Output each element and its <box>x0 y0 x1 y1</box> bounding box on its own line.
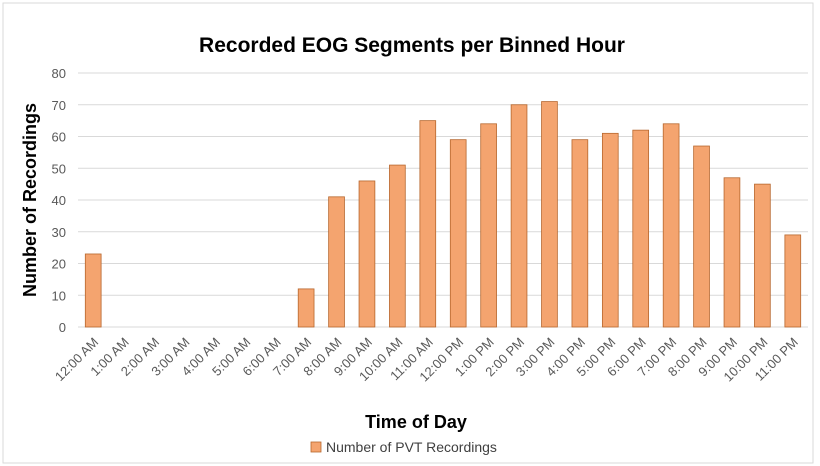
y-tick-label: 60 <box>52 130 66 145</box>
bar-7-00-am <box>297 288 315 328</box>
gridlines <box>78 72 808 328</box>
bar-9-00-pm <box>723 177 741 328</box>
chart-title: Recorded EOG Segments per Binned Hour <box>199 34 625 57</box>
y-axis-ticks: 0 10 20 30 40 50 60 70 80 <box>52 66 66 335</box>
y-tick-label: 50 <box>52 161 66 176</box>
bar-6-00-pm <box>632 129 650 328</box>
bar-5-00-pm <box>601 132 619 328</box>
y-tick-label: 80 <box>52 66 66 81</box>
bar-9-00-am <box>358 180 376 328</box>
y-axis-title: Number of Recordings <box>20 103 40 297</box>
bar-7-00-pm <box>662 123 680 328</box>
y-tick-label: 40 <box>52 193 66 208</box>
bars <box>84 101 802 328</box>
bar-11-00-am <box>419 120 437 328</box>
y-tick-label: 20 <box>52 257 66 272</box>
y-tick-label: 10 <box>52 288 66 303</box>
bar-10-00-am <box>389 164 406 328</box>
bar-8-00-am <box>328 196 345 328</box>
bar-11-00-pm <box>784 234 802 328</box>
legend-swatch <box>310 441 322 453</box>
bar-3-00-pm <box>541 101 558 328</box>
bar-1-00-pm <box>480 123 497 328</box>
bar-10-00-pm <box>754 183 771 328</box>
y-tick-label: 30 <box>52 225 66 240</box>
legend-label: Number of PVT Recordings <box>326 439 497 455</box>
x-axis-title: Time of Day <box>365 412 467 432</box>
bar-8-00-pm <box>693 145 710 328</box>
y-tick-label: 0 <box>59 320 66 335</box>
bar-2-00-pm <box>510 104 528 328</box>
bar-12-00-am <box>84 253 102 328</box>
bar-12-00-pm <box>449 139 467 328</box>
bar-4-00-pm <box>571 139 589 328</box>
legend: Number of PVT Recordings <box>310 439 497 455</box>
y-tick-label: 70 <box>52 98 66 113</box>
